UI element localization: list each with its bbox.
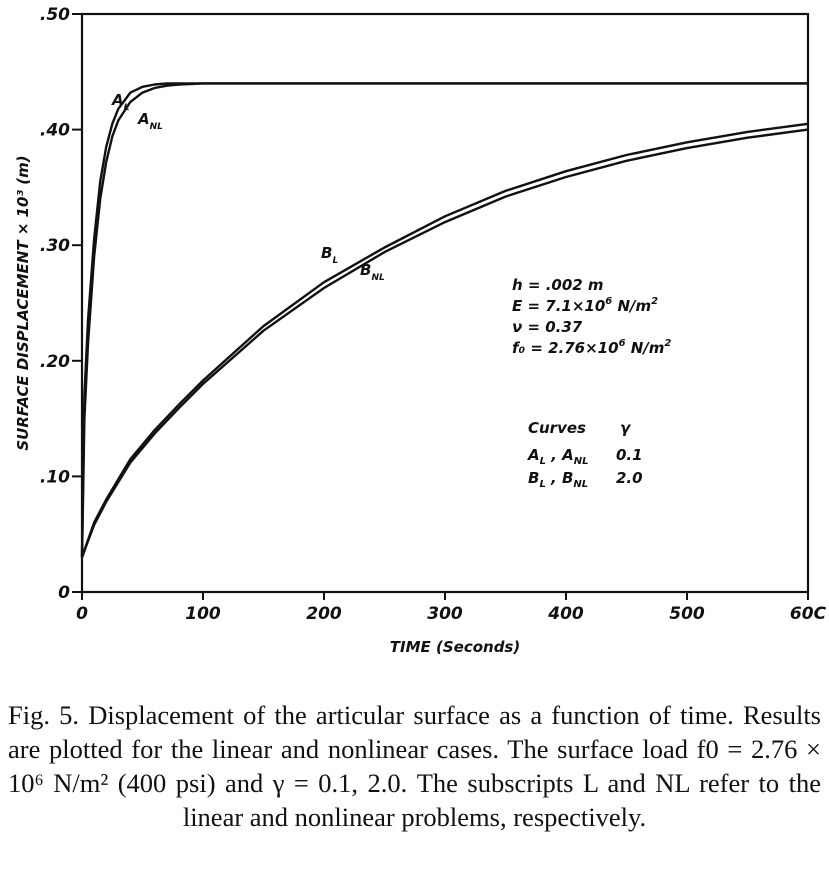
y-tick-label: .40 [40, 121, 70, 141]
curves-header: Curves [528, 419, 586, 437]
x-tick-label: 400 [547, 604, 584, 624]
parameter-line: f₀ = 2.76×106 N/m2 [512, 338, 671, 357]
curves-table-gamma: 2.0 [616, 469, 643, 487]
parameter-line: E = 7.1×106 N/m2 [512, 296, 658, 315]
x-tick-label: 0 [76, 604, 88, 624]
curves-table-gamma: 0.1 [616, 446, 643, 464]
chart-axes: 0.10.20.30.40.500 100 200 300 400 500 60CTIME … [14, 5, 827, 656]
curve-label-b-nl: BNL [360, 261, 385, 283]
series-line-a-nl [80, 82, 808, 558]
y-tick-label: 0 [58, 583, 70, 603]
series-line-a-l [80, 82, 808, 558]
gamma-header: γ [620, 419, 632, 437]
y-tick-label: .50 [40, 5, 70, 25]
y-axis-label: SURFACE DISPLACEMENT × 10³ (m) [14, 155, 32, 450]
x-tick-label: 60C [790, 604, 827, 624]
parameter-line: h = .002 m [512, 276, 604, 294]
parameter-line: ν = 0.37 [512, 318, 583, 336]
plot-frame [80, 12, 810, 594]
curve-label-a-nl: ANL [137, 110, 163, 132]
x-axis-label: TIME (Seconds) [390, 638, 520, 656]
y-tick-label: .20 [40, 352, 70, 372]
curve-label-a-l: AL [111, 91, 130, 113]
chart-labels: AL ANL BL BNL h = .002 m E = 7.1×106 N/m2 ν = … [111, 91, 671, 490]
curves-table-row: AL , ANL [527, 446, 589, 467]
curve-label-b-l: BL [321, 244, 338, 266]
chart-series [80, 82, 809, 558]
y-tick-label: .10 [40, 467, 70, 487]
x-tick-label: 300 [427, 604, 463, 624]
x-tick-label: 100 [185, 604, 221, 624]
x-tick-label: 500 [669, 604, 705, 624]
series-line-b-l [80, 122, 809, 558]
series-line-b-nl [80, 128, 809, 558]
y-tick-label: .30 [40, 236, 70, 256]
chart: 0.10.20.30.40.500 100 200 300 400 500 60CTIME … [14, 5, 827, 656]
x-tick-label: 200 [306, 604, 342, 624]
curves-table-row: BL , BNL [528, 469, 588, 490]
figure-caption: Fig. 5. Displacement of the articular su… [8, 700, 821, 832]
